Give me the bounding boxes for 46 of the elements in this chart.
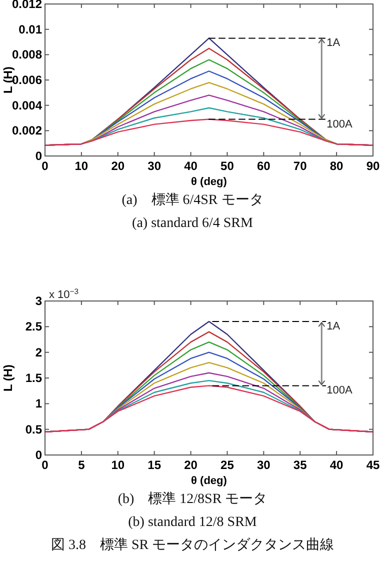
x-tick-label: 40 bbox=[330, 458, 344, 472]
y-tick-label: 1.5 bbox=[25, 371, 42, 385]
x-tick-label: 30 bbox=[256, 458, 271, 472]
x-tick-label: 30 bbox=[148, 159, 162, 173]
y-tick-label: 0 bbox=[35, 448, 42, 462]
y-tick-label: 2 bbox=[35, 345, 42, 360]
x-tick-label: 25 bbox=[220, 458, 234, 472]
y-tick-label: 2.5 bbox=[25, 320, 42, 334]
y-tick-label: 3 bbox=[35, 294, 42, 308]
y-tick-label: 0.008 bbox=[12, 48, 42, 62]
x-tick-label: 10 bbox=[74, 159, 88, 173]
x-tick-label: 50 bbox=[220, 159, 234, 173]
x-axis-title: θ (deg) bbox=[191, 475, 228, 487]
caption: 図 3.8 標準 SR モータのインダクタンス曲線 bbox=[50, 537, 334, 553]
x-tick-label: 60 bbox=[256, 159, 271, 173]
x-tick-label: 15 bbox=[148, 458, 162, 472]
y-tick-label: 0.004 bbox=[12, 98, 42, 112]
y-tick-label: 0.5 bbox=[25, 422, 42, 436]
y-axis-title: L (H) bbox=[1, 364, 15, 392]
series-label: 1A bbox=[326, 320, 341, 333]
line-series bbox=[44, 118, 374, 146]
y-tick-label: 0.006 bbox=[12, 73, 42, 87]
x-tick-label: 80 bbox=[330, 159, 344, 173]
annotation: x 10$^{−3}$ bbox=[49, 286, 79, 301]
x-tick-label: 45 bbox=[366, 458, 380, 472]
text: (b) standard 12/8 SRM bbox=[128, 515, 258, 530]
y-tick-label: 1 bbox=[35, 396, 42, 411]
text: (a) standard 6/4 SRM bbox=[132, 216, 254, 231]
x-tick-label: 70 bbox=[293, 159, 308, 173]
x-tick-label: 20 bbox=[111, 159, 125, 173]
series-label: 100A bbox=[326, 384, 353, 397]
x-axis-title: θ (deg) bbox=[191, 176, 228, 188]
text: (a) 標準 6/4SR モータ bbox=[122, 192, 264, 208]
y-tick-label: 0.01 bbox=[18, 22, 42, 36]
series-label: 100A bbox=[326, 118, 353, 130]
y-tick-label: 0.002 bbox=[12, 124, 42, 138]
x-tick-label: 90 bbox=[366, 159, 380, 173]
x-tick-label: 40 bbox=[184, 159, 198, 173]
text: (b) 標準 12/8SR モータ bbox=[118, 491, 268, 507]
x-tick-label: 10 bbox=[111, 458, 125, 472]
x-tick-label: 5 bbox=[78, 458, 86, 472]
line-series bbox=[44, 385, 374, 432]
x-tick-label: 20 bbox=[184, 458, 198, 472]
y-tick-label: 0 bbox=[35, 149, 42, 163]
x-tick-label: 35 bbox=[293, 458, 308, 472]
series-label: 1A bbox=[326, 37, 341, 50]
